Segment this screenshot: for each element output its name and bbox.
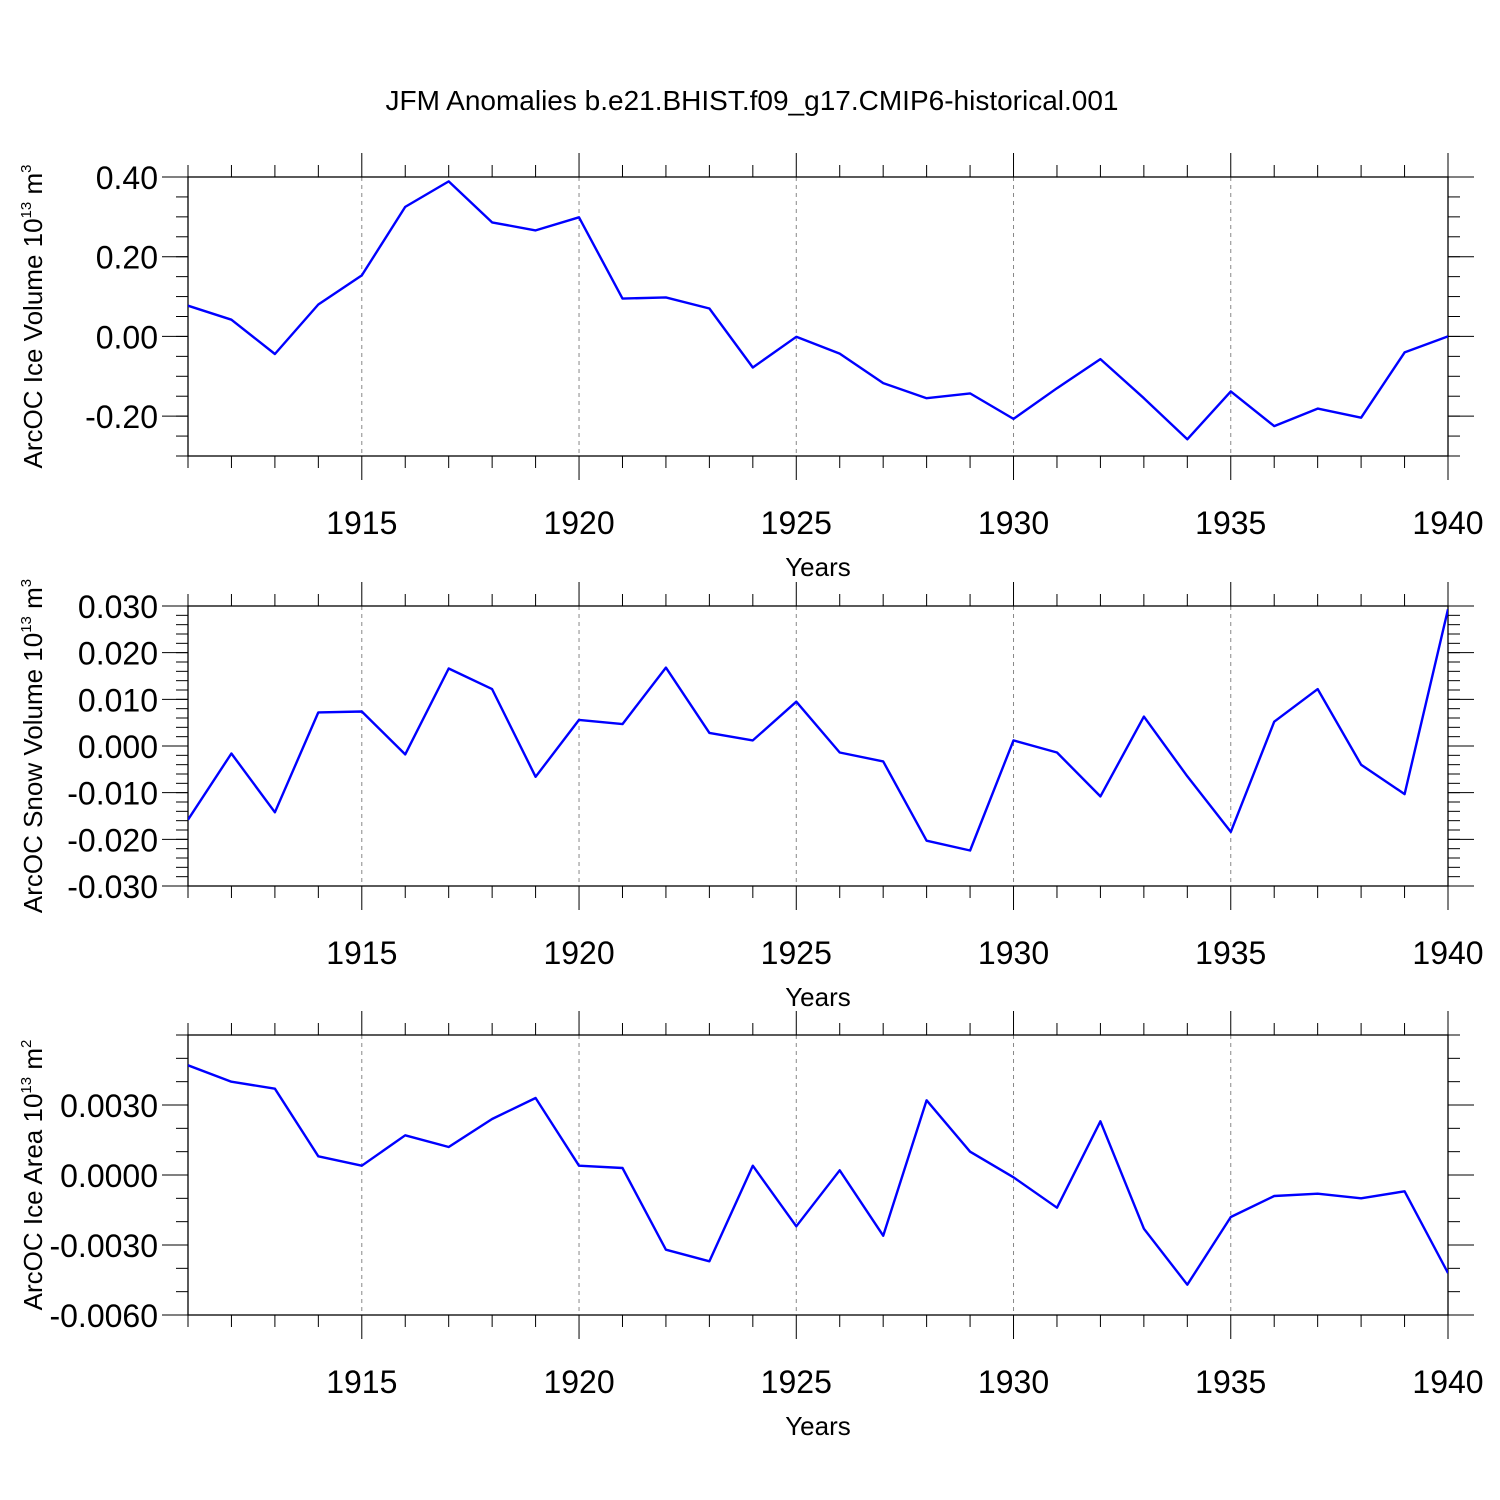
y-tick-label: 0.0030 xyxy=(60,1088,158,1124)
x-tick-label: 1920 xyxy=(543,935,614,971)
x-tick-label: 1920 xyxy=(543,1364,614,1400)
y-tick-label: -0.030 xyxy=(67,869,158,905)
y-tick-label: 0.0000 xyxy=(60,1158,158,1194)
y-tick-label: 0.000 xyxy=(78,729,158,765)
x-tick-label: 1930 xyxy=(978,505,1049,541)
figure-title: JFM Anomalies b.e21.BHIST.f09_g17.CMIP6-… xyxy=(385,85,1118,116)
panel-3: -0.0060 -0.0030 0.0000 0.0030 1915 1920 1925 19… xyxy=(18,1011,1484,1441)
y-axis-title: ArcOC Ice Area 1013 m2 xyxy=(18,1040,48,1311)
x-tick-label: 1935 xyxy=(1195,505,1266,541)
x-tick-label: 1920 xyxy=(543,505,614,541)
plot-frame xyxy=(187,1034,1449,1316)
y-tick-label: -0.20 xyxy=(85,399,158,435)
x-tick-label: 1940 xyxy=(1412,935,1483,971)
x-axis-title: Years xyxy=(785,1411,851,1441)
y-tick-label: -0.0030 xyxy=(49,1228,158,1264)
y-tick-label: 0.40 xyxy=(96,160,158,196)
y-tick-label: 0.010 xyxy=(78,682,158,718)
y-tick-label: 0.00 xyxy=(96,319,158,355)
series-line xyxy=(188,609,1448,852)
series-line xyxy=(188,180,1448,441)
x-tick-label: 1940 xyxy=(1412,1364,1483,1400)
x-tick-label: 1925 xyxy=(761,505,832,541)
x-axis-title: Years xyxy=(785,982,851,1012)
x-tick-label: 1935 xyxy=(1195,1364,1266,1400)
panel-2: -0.030 -0.020 -0.010 0.000 0.010 0.020 0.030 19… xyxy=(18,579,1484,1012)
plot-frame xyxy=(187,605,1449,887)
x-tick-label: 1940 xyxy=(1412,505,1483,541)
y-tick-label: -0.0060 xyxy=(49,1298,158,1334)
x-tick-label: 1915 xyxy=(326,505,397,541)
x-tick-label: 1925 xyxy=(761,935,832,971)
series-line xyxy=(188,1064,1448,1286)
x-tick-label: 1915 xyxy=(326,1364,397,1400)
y-axis-title: ArcOC Ice Volume 1013 m3 xyxy=(18,165,48,469)
y-tick-label: -0.010 xyxy=(67,776,158,812)
x-axis-title: Years xyxy=(785,552,851,582)
x-tick-label: 1930 xyxy=(978,935,1049,971)
y-tick-label: 0.020 xyxy=(78,636,158,672)
x-tick-label: 1925 xyxy=(761,1364,832,1400)
y-tick-label: 0.20 xyxy=(96,240,158,276)
y-tick-label: 0.030 xyxy=(78,589,158,625)
x-tick-label: 1935 xyxy=(1195,935,1266,971)
x-tick-label: 1915 xyxy=(326,935,397,971)
y-tick-label: -0.020 xyxy=(67,822,158,858)
y-axis-title: ArcOC Snow Volume 1013 m3 xyxy=(18,579,48,913)
x-tick-label: 1930 xyxy=(978,1364,1049,1400)
panel-1: -0.20 0.00 0.20 0.40 1915 1920 1925 1930 1935 194… xyxy=(18,153,1484,582)
